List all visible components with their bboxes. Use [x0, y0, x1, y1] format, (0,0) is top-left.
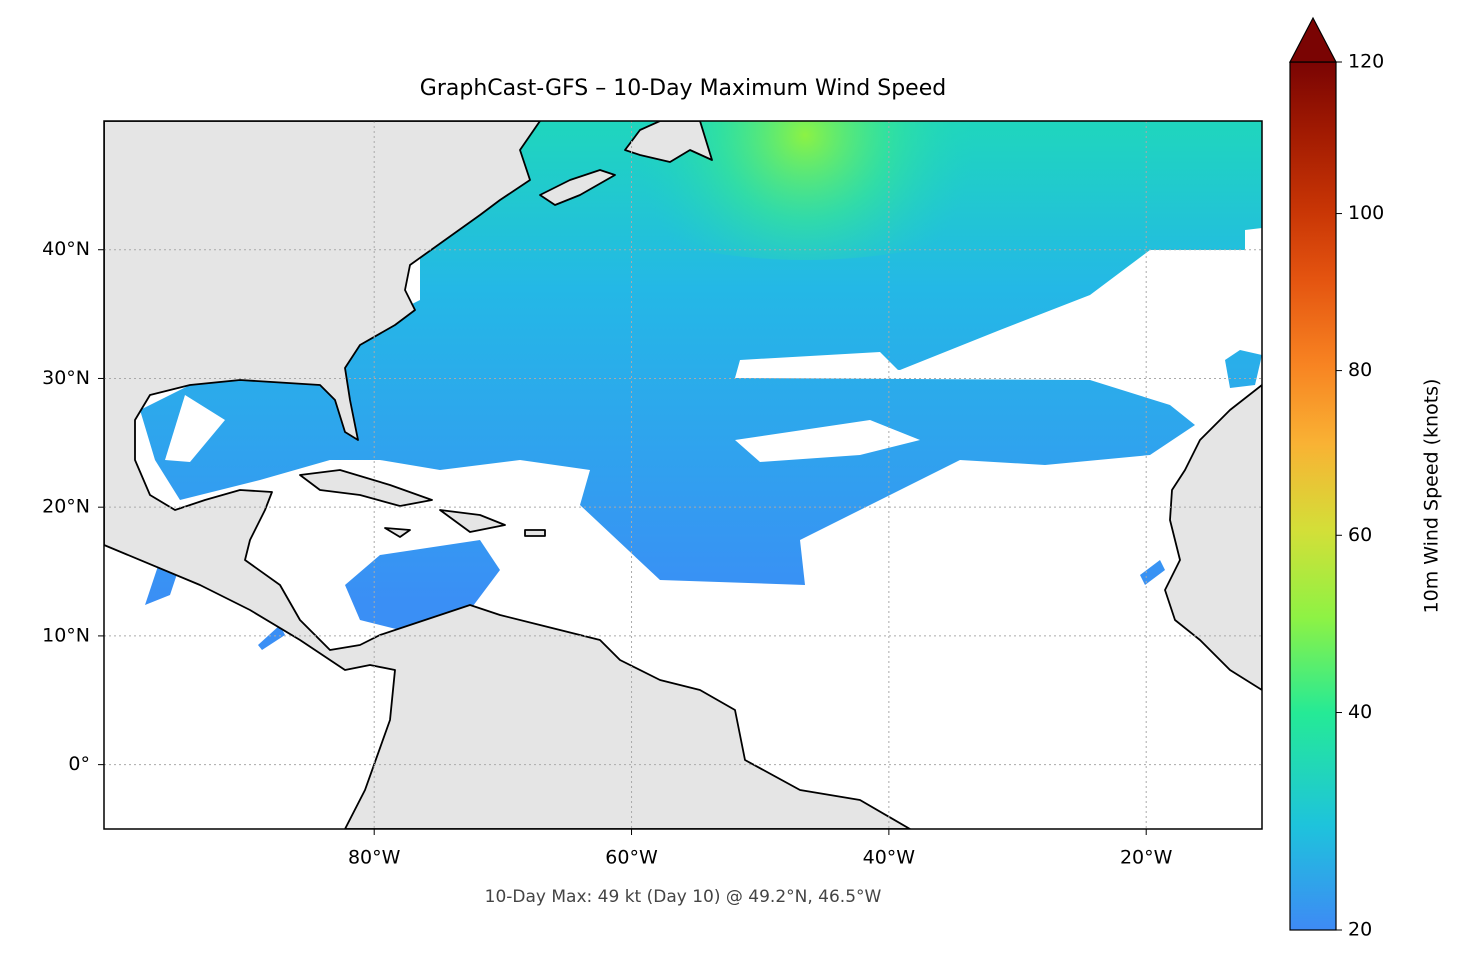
- y-tick-label: 40°N: [42, 238, 90, 260]
- grid: [104, 121, 1262, 829]
- x-tick-label: 40°W: [863, 847, 916, 869]
- axes-frame: [103, 120, 1263, 830]
- colorbar-label: 10m Wind Speed (knots): [1421, 379, 1443, 614]
- colorbar: [1289, 61, 1337, 931]
- y-tick-label: 10°N: [42, 624, 90, 646]
- colorbar-tick-label: 40: [1348, 701, 1372, 723]
- wind-maximum: [545, 121, 1065, 260]
- y-tick-label: 20°N: [42, 496, 90, 518]
- colorbar-tick-label: 60: [1348, 524, 1372, 546]
- y-tick-label: 30°N: [42, 367, 90, 389]
- colorbar-tick-label: 100: [1348, 202, 1384, 224]
- colorbar-extend: [1289, 16, 1337, 63]
- map-area: [104, 121, 1262, 829]
- calm-area: [165, 228, 1262, 462]
- x-tick-label: 80°W: [348, 847, 401, 869]
- colorbar-tick-label: 80: [1348, 359, 1372, 381]
- colorbar-tick-label: 120: [1348, 51, 1384, 73]
- annotation: 10-Day Max: 49 kt (Day 10) @ 49.2°N, 46.…: [485, 887, 882, 907]
- chart-title: GraphCast-GFS – 10-Day Maximum Wind Spee…: [420, 76, 946, 101]
- y-tick-label: 0°: [68, 753, 90, 775]
- x-tick-label: 60°W: [605, 847, 658, 869]
- colorbar-tick-label: 20: [1348, 919, 1372, 941]
- x-tick-label: 20°W: [1120, 847, 1173, 869]
- land: [104, 121, 1262, 829]
